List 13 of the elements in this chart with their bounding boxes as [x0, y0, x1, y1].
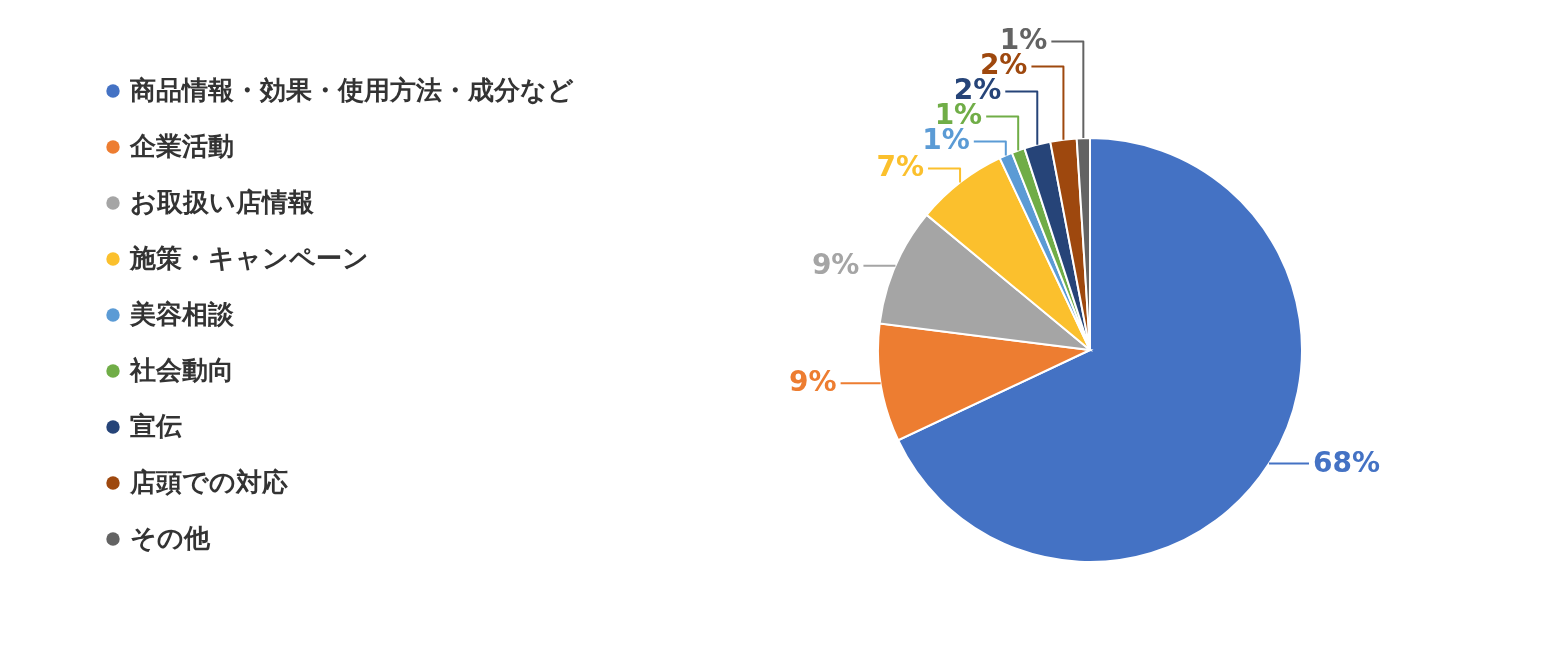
- legend-label: 施策・キャンペーン: [129, 243, 369, 273]
- legend-label: 店頭での対応: [129, 467, 288, 497]
- data-label: 68%: [1313, 445, 1381, 479]
- legend-label: お取扱い店情報: [130, 187, 314, 217]
- legend-label: その他: [130, 523, 211, 553]
- legend-label: 美容相談: [129, 299, 235, 329]
- legend-label: 商品情報・効果・使用方法・成分など: [129, 75, 574, 105]
- data-label: 9%: [811, 247, 860, 281]
- legend-label: 社会動向: [129, 355, 234, 385]
- data-label: 9%: [789, 365, 837, 399]
- legend-label: 企業活動: [129, 131, 234, 161]
- legend-label: 宣伝: [130, 411, 182, 441]
- data-label: 7%: [876, 150, 925, 184]
